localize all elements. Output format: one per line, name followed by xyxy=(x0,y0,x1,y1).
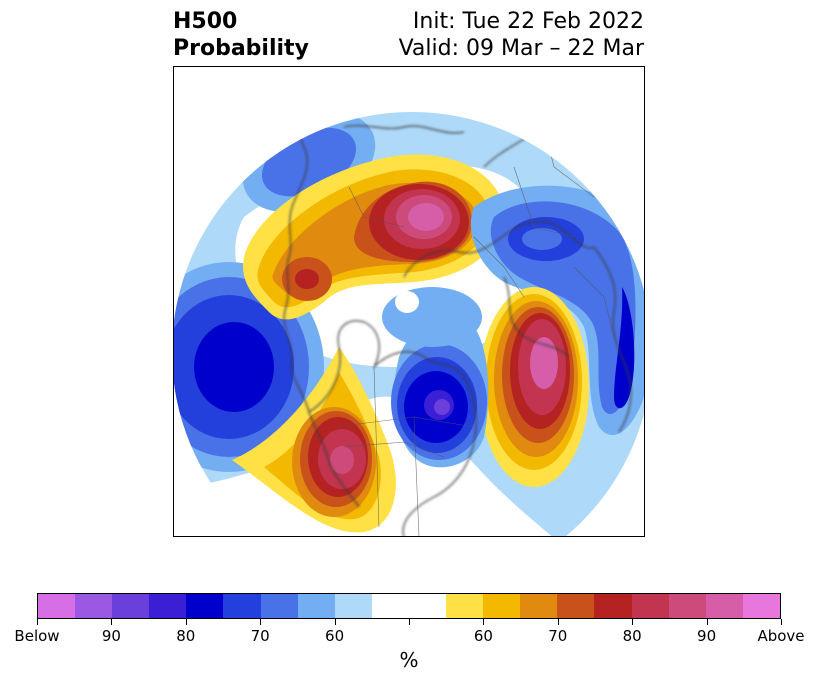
colorbar-tick xyxy=(707,619,708,625)
colorbar-segment xyxy=(594,594,632,618)
colorbar-segment xyxy=(223,594,261,618)
colorbar-segment xyxy=(668,594,706,618)
probability-map xyxy=(173,66,645,537)
atlantic-above-center xyxy=(479,287,589,487)
political-borders xyxy=(333,112,625,536)
colorbar-segment xyxy=(705,594,743,618)
colorbar-tick-label: 80 xyxy=(622,627,642,645)
colorbar-tick xyxy=(483,619,484,625)
western-us-above-center xyxy=(232,347,396,533)
colorbar-tick xyxy=(37,619,38,625)
colorbar xyxy=(37,593,781,619)
colorbar-tick xyxy=(558,619,559,625)
colorbar-tick-label: 80 xyxy=(176,627,196,645)
colorbar-segment xyxy=(260,594,298,618)
north-america-below-center xyxy=(391,317,489,468)
colorbar-tick-label: 90 xyxy=(697,627,717,645)
colorbar-segment xyxy=(297,594,335,618)
title-product: Probability xyxy=(173,36,309,61)
colorbar-segment xyxy=(483,594,521,618)
colorbar-segment xyxy=(334,594,372,618)
colorbar-segment xyxy=(742,594,780,618)
colorbar-tick xyxy=(632,619,633,625)
colorbar-tick-label: 60 xyxy=(473,627,493,645)
colorbar-segment xyxy=(38,594,76,618)
colorbar-segment xyxy=(186,594,224,618)
init-date: Init: Tue 22 Feb 2022 xyxy=(412,9,644,34)
colorbar-tick-label: 90 xyxy=(101,627,121,645)
colorbar-segment xyxy=(408,594,447,618)
colorbar-tick xyxy=(335,619,336,625)
colorbar-tick xyxy=(111,619,112,625)
map-dates: Init: Tue 22 Feb 2022 Valid: 09 Mar – 22… xyxy=(399,8,644,62)
colorbar-tick xyxy=(186,619,187,625)
colorbar-segment xyxy=(75,594,113,618)
colorbar-tick-label: 70 xyxy=(250,627,270,645)
colorbar-tick xyxy=(409,619,410,625)
colorbar-tick-label: Above xyxy=(757,627,805,645)
colorbar-segment xyxy=(557,594,595,618)
colorbar-segment xyxy=(631,594,669,618)
colorbar-segment xyxy=(149,594,187,618)
colorbar-segment xyxy=(112,594,150,618)
colorbar-segment xyxy=(446,594,484,618)
colorbar-tick-label: 60 xyxy=(325,627,345,645)
pacific-below-center xyxy=(174,262,324,472)
colorbar-unit-label: % xyxy=(399,648,419,672)
colorbar-tick-label: 70 xyxy=(548,627,568,645)
polar-map-svg xyxy=(174,112,644,536)
colorbar-tick xyxy=(781,619,782,625)
valid-range: Valid: 09 Mar – 22 Mar xyxy=(398,36,644,61)
colorbar-tick xyxy=(260,619,261,625)
colorbar-segment xyxy=(371,594,409,618)
map-title: H500 Probability xyxy=(173,8,309,62)
colorbar-tick-label: Below xyxy=(14,627,60,645)
polar-above-center xyxy=(243,154,505,320)
colorbar-segment xyxy=(520,594,558,618)
title-variable: H500 xyxy=(173,9,238,34)
probability-field xyxy=(174,112,644,536)
arctic-below-blob xyxy=(382,287,482,347)
